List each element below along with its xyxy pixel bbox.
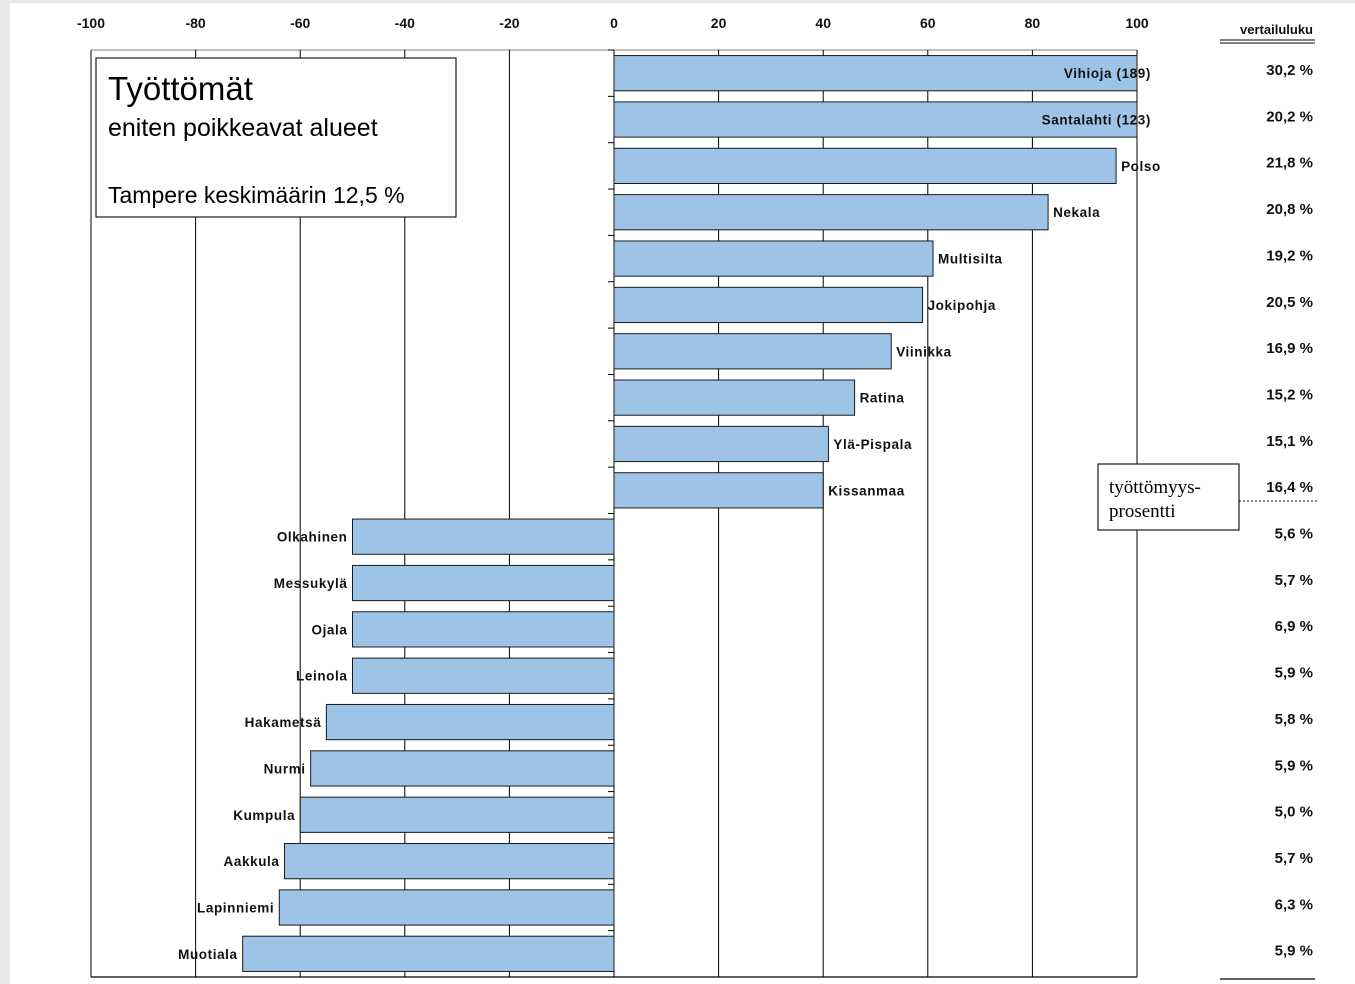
bar: [613, 472, 824, 509]
x-tick-label: 20: [711, 15, 727, 31]
x-tick-label: -60: [290, 15, 310, 31]
x-tick-label: -80: [185, 15, 205, 31]
x-tick-label: 40: [815, 15, 831, 31]
category-label: Kissanmaa: [828, 483, 905, 498]
category-label: Polso: [1121, 159, 1161, 174]
bar: [352, 657, 615, 694]
chart-page: -100 -80 -60 -40 -20 0 20 40 60 80 100 Vihioja (18…: [10, 3, 1355, 984]
annotation-line-2: prosentti: [1109, 501, 1176, 522]
side-column-title: vertailuluku: [1240, 22, 1313, 37]
side-value: 5,9 %: [1275, 943, 1313, 960]
annotation-line-1: työttömyys-: [1109, 477, 1201, 498]
side-value: 20,2 %: [1266, 108, 1313, 125]
bar: [242, 935, 615, 972]
unemployment-bar-chart: -100 -80 -60 -40 -20 0 20 40 60 80 100 Vihioja (18…: [77, 15, 1318, 980]
side-value: 16,4 %: [1266, 479, 1313, 496]
category-label: Lapinniemi: [197, 900, 274, 915]
x-tick-label: 0: [610, 15, 618, 31]
side-value: 6,3 %: [1275, 896, 1313, 913]
side-value: 15,1 %: [1266, 433, 1313, 450]
bar: [352, 518, 615, 555]
bar: [613, 101, 1138, 138]
side-value: 5,6 %: [1275, 526, 1313, 543]
side-value: 30,2 %: [1266, 62, 1313, 79]
side-value: 5,0 %: [1275, 804, 1313, 821]
category-label: Nekala: [1053, 205, 1100, 220]
bar: [310, 750, 615, 787]
category-label: Messukylä: [274, 576, 348, 591]
side-value: 20,5 %: [1266, 294, 1313, 311]
x-tick-label: -100: [77, 15, 105, 31]
side-value: 21,8 %: [1266, 155, 1313, 172]
bar: [325, 703, 615, 741]
category-label: Ratina: [860, 391, 905, 406]
category-label: Aakkula: [224, 854, 280, 869]
side-value: 6,9 %: [1275, 618, 1313, 635]
annotation-box: työttömyys- prosentti: [1097, 463, 1318, 531]
side-value: 5,9 %: [1275, 665, 1313, 682]
category-label: Muotiala: [178, 947, 238, 962]
bar: [299, 796, 615, 833]
bar: [613, 240, 934, 277]
x-tick-label: -40: [395, 15, 415, 31]
title-box: Työttömät eniten poikkeavat alueet Tampe…: [95, 57, 457, 218]
bar: [613, 379, 856, 416]
side-value: 19,2 %: [1266, 247, 1313, 264]
bar: [284, 843, 615, 880]
side-value: 5,7 %: [1275, 572, 1313, 589]
bar: [613, 55, 1138, 92]
chart-title: Työttömät: [108, 70, 253, 107]
category-label: Nurmi: [264, 761, 306, 776]
category-label: Jokipohja: [928, 298, 996, 313]
bar: [613, 425, 829, 463]
side-value: 15,2 %: [1266, 386, 1313, 403]
bar: [613, 194, 1049, 231]
x-tick-label: 80: [1025, 15, 1041, 31]
category-label: Leinola: [296, 669, 347, 684]
bar: [278, 889, 615, 926]
category-label: Ylä-Pispala: [833, 437, 912, 452]
bar: [352, 564, 615, 602]
side-value: 5,9 %: [1275, 757, 1313, 774]
side-value: 5,7 %: [1275, 850, 1313, 867]
chart-note: Tampere keskimäärin 12,5 %: [108, 182, 405, 208]
category-label: Kumpula: [233, 808, 295, 823]
x-tick-label: 100: [1125, 15, 1149, 31]
x-tick-label: 60: [920, 15, 936, 31]
category-label: Santalahti (123): [1042, 113, 1151, 128]
category-label: Ojala: [311, 622, 347, 637]
chart-subtitle: eniten poikkeavat alueet: [108, 114, 378, 142]
side-value: 20,8 %: [1266, 201, 1313, 218]
bar: [613, 286, 924, 324]
category-label: Vihioja (189): [1064, 66, 1151, 81]
category-label: Multisilta: [938, 252, 1003, 267]
category-label: Olkahinen: [277, 530, 348, 545]
category-label: Hakametsä: [245, 715, 322, 730]
bar: [613, 333, 892, 370]
x-tick-label: -20: [499, 15, 519, 31]
bar: [613, 147, 1117, 184]
side-value: 16,9 %: [1266, 340, 1313, 357]
category-label: Viinikka: [896, 344, 952, 359]
bar: [352, 611, 615, 648]
side-column-header: vertailuluku: [1220, 22, 1315, 44]
side-value: 5,8 %: [1275, 711, 1313, 728]
